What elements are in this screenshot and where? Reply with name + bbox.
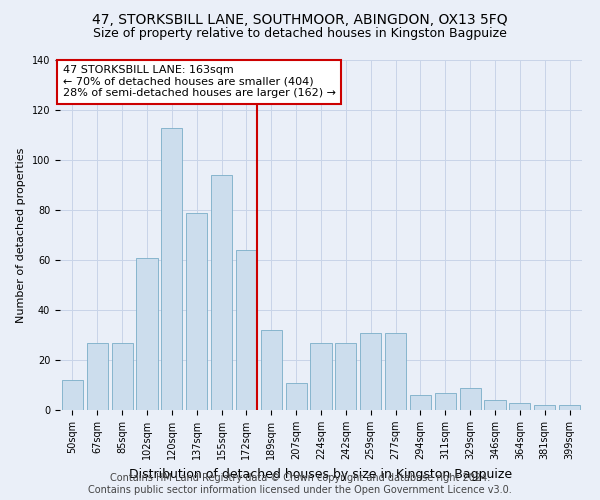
- Bar: [286, 382, 307, 410]
- Bar: [186, 212, 207, 410]
- Bar: [360, 332, 381, 410]
- Bar: [435, 392, 456, 410]
- Text: 47 STORKSBILL LANE: 163sqm
← 70% of detached houses are smaller (404)
28% of sem: 47 STORKSBILL LANE: 163sqm ← 70% of deta…: [62, 66, 335, 98]
- Bar: [484, 400, 506, 410]
- Bar: [559, 405, 580, 410]
- Bar: [62, 380, 83, 410]
- Bar: [112, 342, 133, 410]
- Bar: [161, 128, 182, 410]
- Text: Contains HM Land Registry data © Crown copyright and database right 2024.
Contai: Contains HM Land Registry data © Crown c…: [88, 474, 512, 495]
- Text: 47, STORKSBILL LANE, SOUTHMOOR, ABINGDON, OX13 5FQ: 47, STORKSBILL LANE, SOUTHMOOR, ABINGDON…: [92, 12, 508, 26]
- Bar: [385, 332, 406, 410]
- Bar: [335, 342, 356, 410]
- Bar: [509, 402, 530, 410]
- Bar: [136, 258, 158, 410]
- Bar: [460, 388, 481, 410]
- Text: Size of property relative to detached houses in Kingston Bagpuize: Size of property relative to detached ho…: [93, 28, 507, 40]
- Bar: [211, 175, 232, 410]
- Bar: [87, 342, 108, 410]
- Bar: [410, 395, 431, 410]
- Bar: [534, 405, 555, 410]
- Bar: [310, 342, 332, 410]
- Bar: [236, 250, 257, 410]
- Y-axis label: Number of detached properties: Number of detached properties: [16, 148, 26, 322]
- X-axis label: Distribution of detached houses by size in Kingston Bagpuize: Distribution of detached houses by size …: [130, 468, 512, 480]
- Bar: [261, 330, 282, 410]
